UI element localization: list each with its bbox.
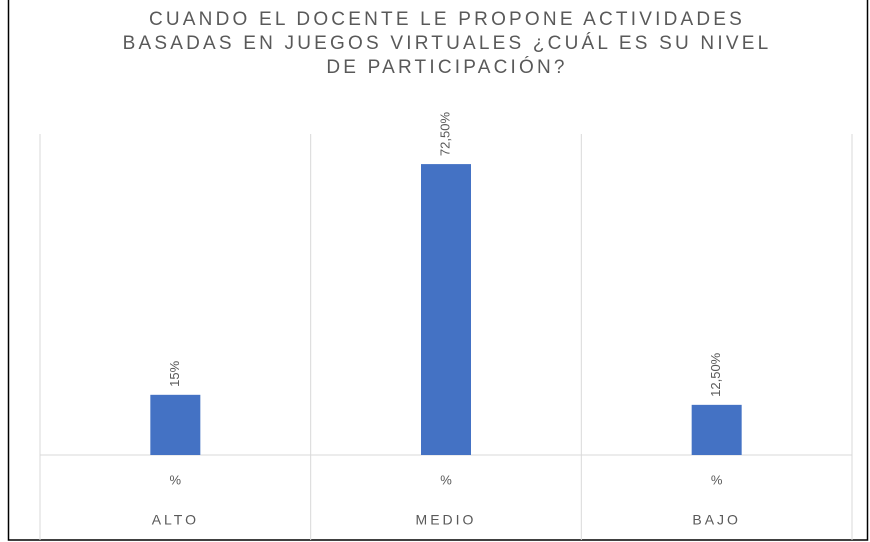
- x-subcategory-label: %: [440, 472, 452, 487]
- x-subcategory-label: %: [711, 472, 723, 487]
- x-subcategory-label: %: [170, 472, 182, 487]
- bar: [421, 164, 471, 455]
- x-category-label: ALTO: [152, 512, 199, 528]
- x-category-label: MEDIO: [416, 512, 477, 528]
- data-label: 12,50%: [708, 352, 723, 397]
- x-category-label: BAJO: [692, 512, 741, 528]
- data-label: 72,50%: [437, 112, 452, 157]
- chart-title: CUANDO EL DOCENTE LE PROPONE ACTIVIDADES…: [122, 9, 772, 78]
- data-label: 15%: [167, 360, 182, 386]
- bar: [150, 394, 201, 455]
- chart-border: [7, 0, 869, 541]
- bar: [691, 404, 742, 455]
